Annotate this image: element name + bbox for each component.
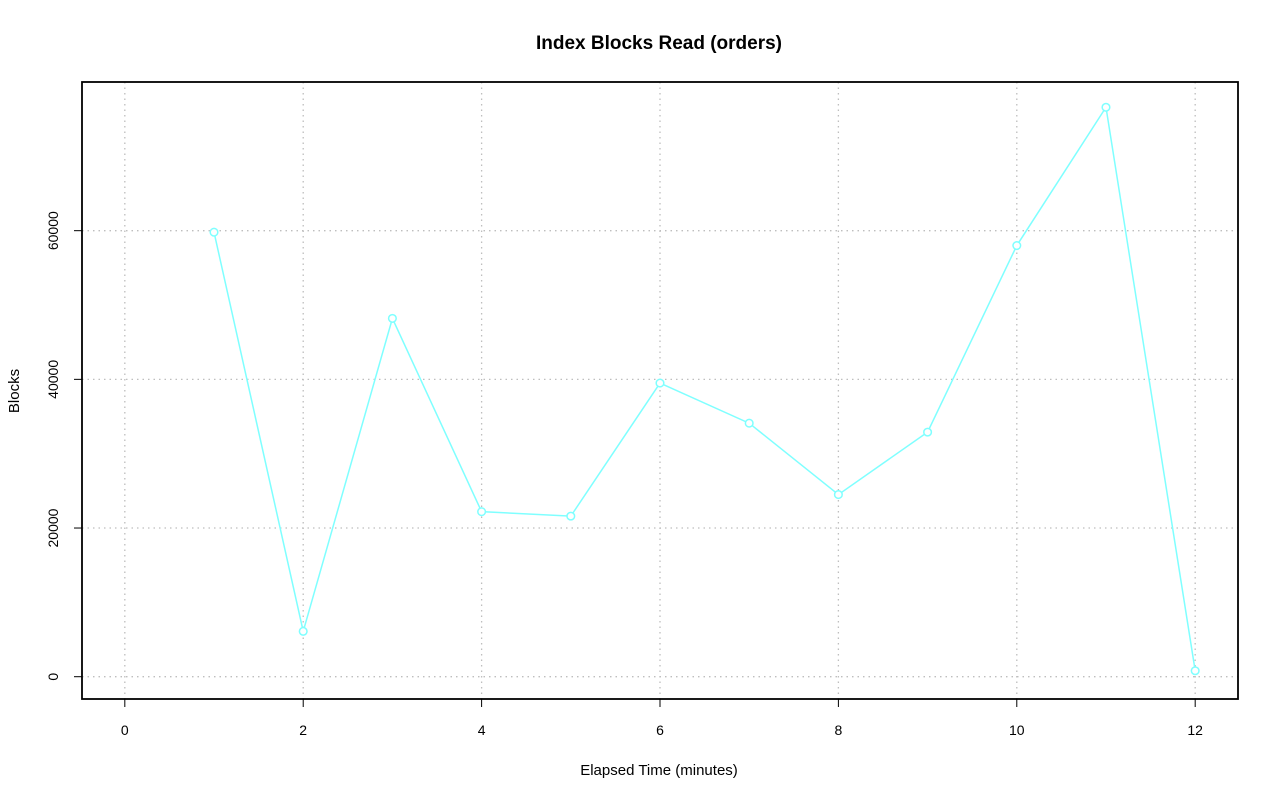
grid-lines bbox=[82, 82, 1238, 699]
data-point bbox=[477, 507, 487, 517]
x-tick-label: 12 bbox=[1187, 722, 1203, 738]
data-point bbox=[1190, 666, 1200, 676]
x-tick-label: 10 bbox=[1009, 722, 1025, 738]
data-point bbox=[387, 313, 397, 323]
x-tick-label: 4 bbox=[478, 722, 486, 738]
series-line bbox=[213, 105, 1196, 671]
data-point bbox=[209, 227, 219, 237]
y-tick-label: 0 bbox=[45, 673, 61, 681]
axis-ticks: 0 2 4 6 8 10 12 0 20000 40000 60000 bbox=[45, 211, 1203, 738]
data-point bbox=[1012, 240, 1022, 251]
y-tick-label: 20000 bbox=[45, 508, 61, 547]
data-point bbox=[744, 418, 754, 428]
x-tick-label: 8 bbox=[834, 722, 842, 738]
y-tick-label: 60000 bbox=[45, 211, 61, 250]
x-tick-label: 0 bbox=[121, 722, 129, 738]
x-tick-label: 2 bbox=[299, 722, 307, 738]
data-point bbox=[923, 427, 933, 437]
x-axis-label: Elapsed Time (minutes) bbox=[580, 762, 738, 779]
data-point bbox=[298, 626, 308, 636]
y-axis-label: Blocks bbox=[6, 369, 23, 413]
data-point bbox=[833, 490, 843, 500]
chart-title: Index Blocks Read (orders) bbox=[536, 33, 782, 54]
y-tick-label: 40000 bbox=[45, 360, 61, 399]
data-series bbox=[209, 102, 1200, 676]
data-point bbox=[655, 378, 665, 388]
x-tick-label: 6 bbox=[656, 722, 664, 738]
data-point bbox=[566, 511, 576, 521]
data-point bbox=[1101, 102, 1111, 112]
